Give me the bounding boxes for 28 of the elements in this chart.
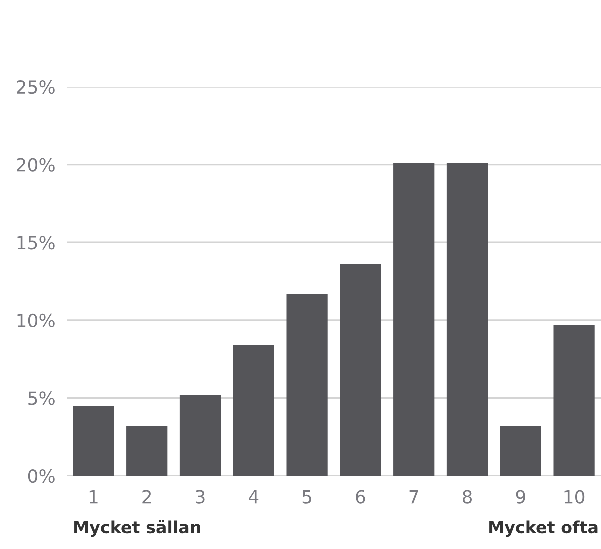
bar xyxy=(180,395,222,476)
x-tick-label: 9 xyxy=(516,490,526,504)
bar xyxy=(73,406,114,476)
y-tick-label: 15% xyxy=(18,236,55,250)
bar xyxy=(340,264,382,476)
x-tick-label: 4 xyxy=(249,490,259,504)
y-tick-label: 25% xyxy=(17,80,55,94)
x-tick-label: 6 xyxy=(356,490,366,504)
bar xyxy=(126,426,168,476)
x-tick-label: 10 xyxy=(564,490,585,504)
y-tick-label: 0% xyxy=(28,469,55,484)
bar xyxy=(233,345,274,476)
x-tick-label: 7 xyxy=(410,490,418,504)
x-tick-label: 3 xyxy=(196,490,205,504)
x-tick-label: 2 xyxy=(142,490,152,504)
text: Mycket ofta xyxy=(490,520,598,537)
bar xyxy=(446,163,488,476)
x-tick-label: 5 xyxy=(302,490,312,504)
bar xyxy=(500,426,542,476)
x-tick-label: 1 xyxy=(90,490,98,504)
bar xyxy=(394,163,435,476)
bar xyxy=(554,325,595,476)
bar xyxy=(286,294,328,476)
y-tick-label: 5% xyxy=(28,392,55,406)
y-tick-label: 10% xyxy=(18,314,55,328)
x-tick-label: 8 xyxy=(462,490,472,504)
y-tick-label: 20% xyxy=(17,158,55,172)
text: Mycket sällan xyxy=(74,520,200,537)
